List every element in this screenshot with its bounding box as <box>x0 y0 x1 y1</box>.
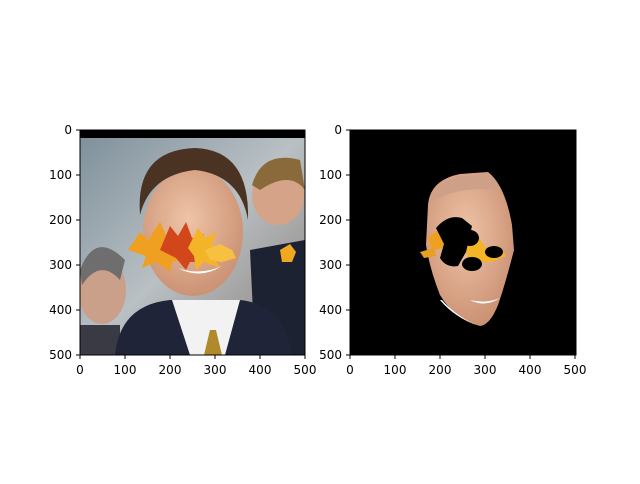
top-black-band <box>80 130 305 138</box>
left-ytick-label: 200 <box>49 213 72 227</box>
leaf-orange-3 <box>205 244 236 262</box>
left-ytick-label: 0 <box>64 123 72 137</box>
mask-hole-cheek <box>485 246 503 258</box>
left-ytick-label: 500 <box>49 348 72 362</box>
right-xtick-label: 0 <box>346 363 354 377</box>
left-xtick-label: 200 <box>159 363 182 377</box>
bg-person-right-hair <box>252 157 305 190</box>
right-xtick-label: 500 <box>564 363 587 377</box>
mask-hole-nose <box>462 257 482 271</box>
right-axes: 0 100 200 300 400 500 0 100 200 300 400 … <box>319 123 586 377</box>
left-y-ticks <box>76 129 80 356</box>
right-ytick-label: 200 <box>319 213 342 227</box>
masked-collar-edge <box>440 300 478 325</box>
left-xtick-label: 500 <box>294 363 317 377</box>
right-xtick-label: 100 <box>384 363 407 377</box>
right-frame <box>349 129 577 356</box>
right-x-ticks <box>349 355 576 359</box>
bg-person-left-hair <box>80 247 125 285</box>
right-ytick-label: 0 <box>334 123 342 137</box>
main-shirt <box>172 300 240 355</box>
mask-hole-main <box>436 217 472 267</box>
right-xtick-label: 200 <box>429 363 452 377</box>
right-xtick-label: 400 <box>519 363 542 377</box>
mask-leaf-orange-2 <box>420 248 436 258</box>
left-x-ticks <box>79 355 306 359</box>
bg-person-left-body <box>80 325 120 355</box>
left-image <box>80 130 305 355</box>
right-ytick-label: 300 <box>319 258 342 272</box>
mask-hole-eye <box>461 230 479 246</box>
left-xtick-label: 400 <box>249 363 272 377</box>
main-hair <box>139 148 249 220</box>
leaf-orange-1 <box>128 222 190 272</box>
right-y-ticks <box>346 129 350 356</box>
masked-smile <box>470 298 500 304</box>
left-xtick-label: 100 <box>114 363 137 377</box>
right-ytick-label: 400 <box>319 303 342 317</box>
left-xtick-label: 300 <box>204 363 227 377</box>
masked-forehead <box>430 174 500 204</box>
main-tie <box>204 330 222 355</box>
left-frame <box>79 129 306 356</box>
right-image <box>350 130 576 355</box>
left-ytick-label: 100 <box>49 168 72 182</box>
right-ytick-label: 100 <box>319 168 342 182</box>
left-xtick-label: 0 <box>76 363 84 377</box>
left-axes: 0 100 200 300 400 500 0 100 200 300 400 … <box>49 123 316 377</box>
left-ytick-label: 300 <box>49 258 72 272</box>
right-ytick-label: 500 <box>319 348 342 362</box>
right-xtick-label: 300 <box>474 363 497 377</box>
leaf-orange-small <box>280 244 296 262</box>
main-smile <box>178 266 222 274</box>
left-ytick-label: 400 <box>49 303 72 317</box>
leaf-group <box>128 222 296 272</box>
